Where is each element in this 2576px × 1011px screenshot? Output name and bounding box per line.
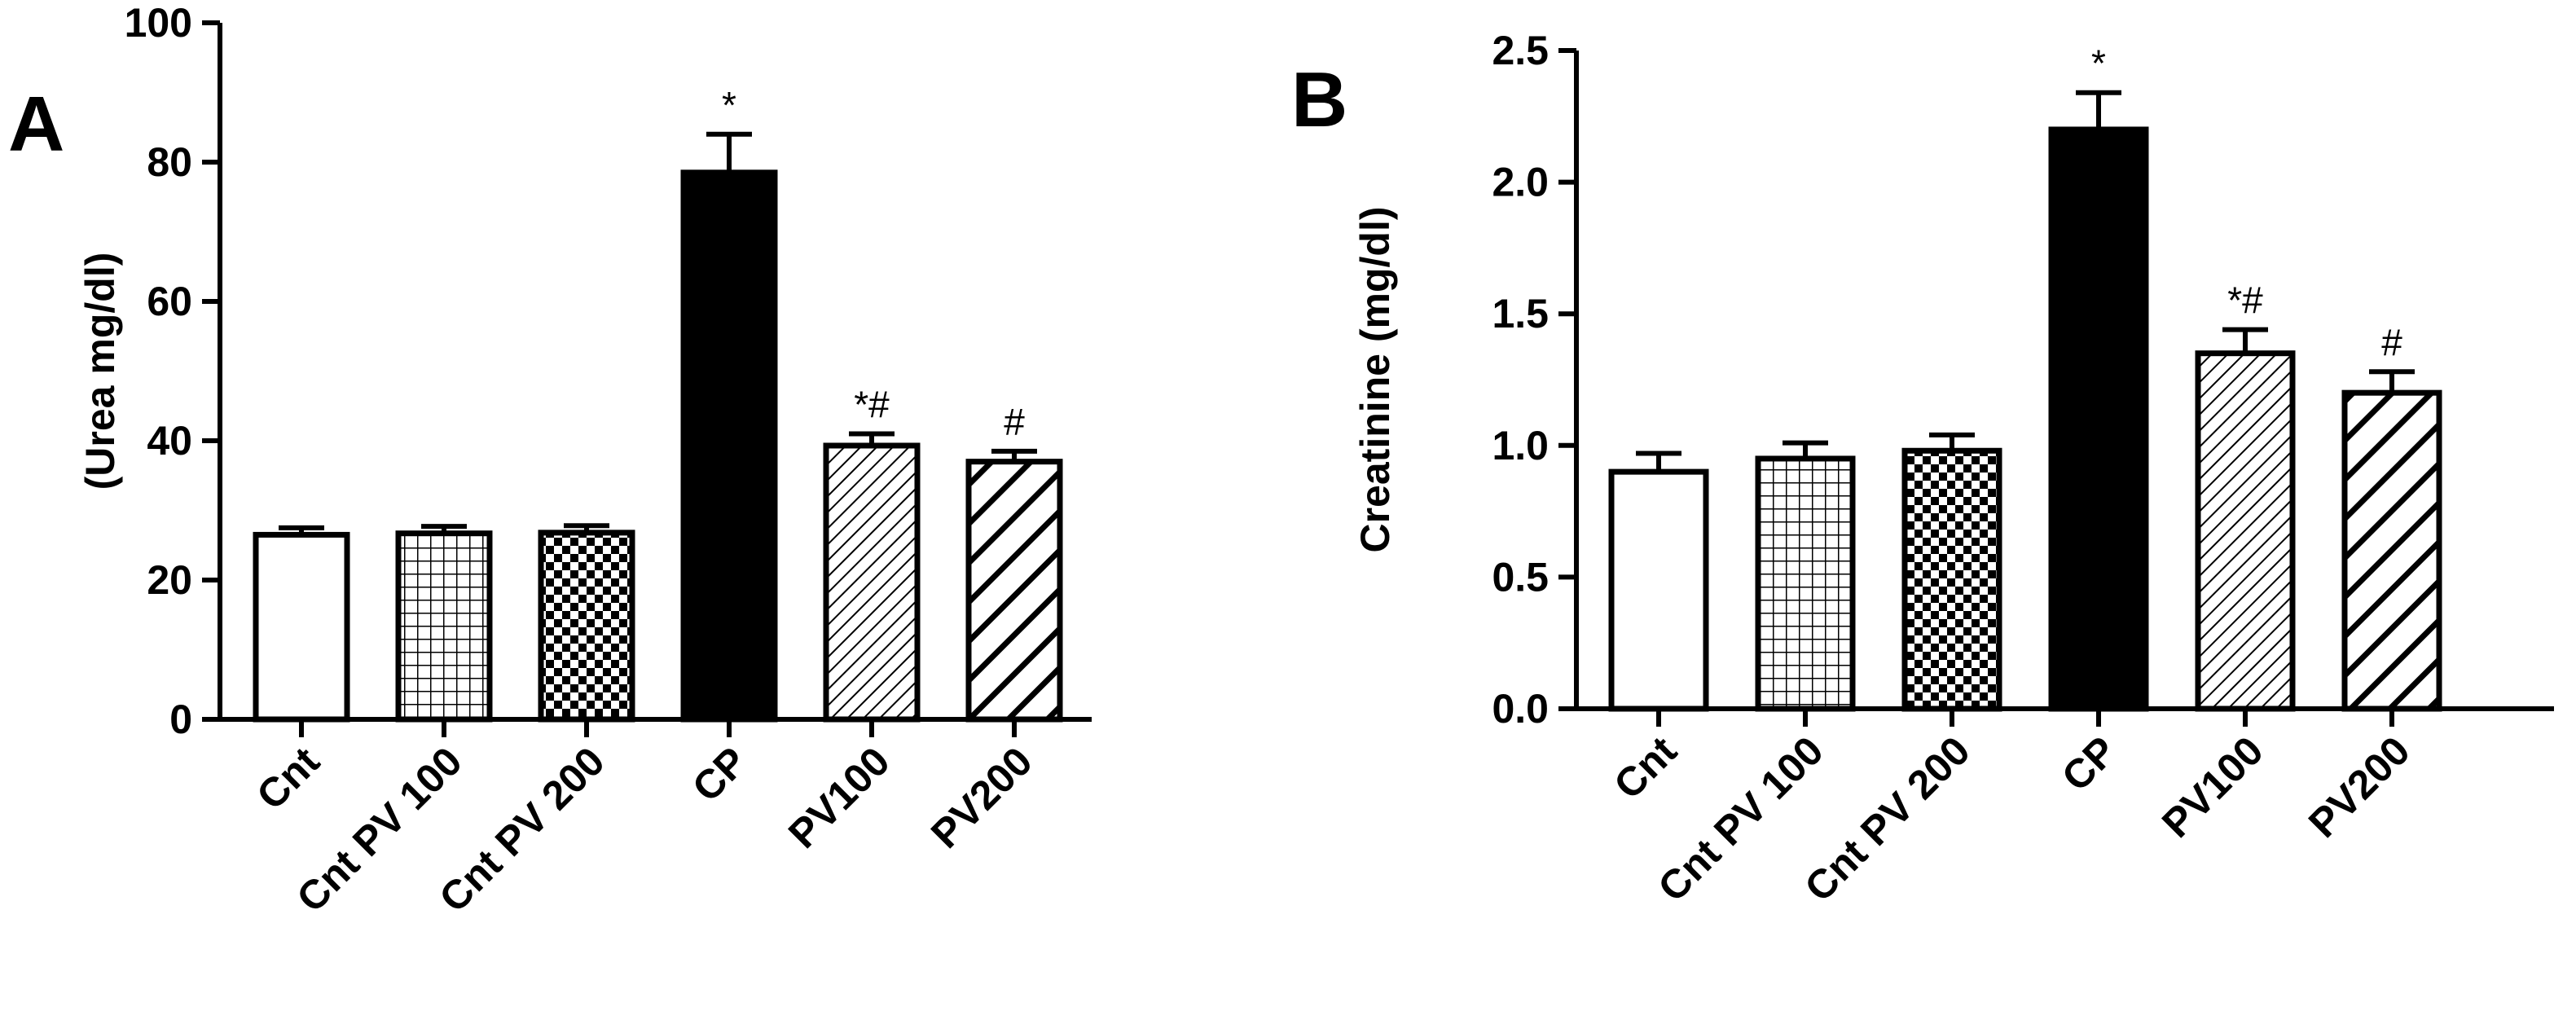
error-bar xyxy=(564,523,609,533)
x-tick-label: PV200 xyxy=(2300,727,2419,846)
bar-pv200 xyxy=(2341,389,2442,712)
error-bar xyxy=(1783,440,1828,459)
x-tick-label: PV200 xyxy=(922,738,1041,857)
y-axis-title: (Urea mg/dl) xyxy=(77,253,123,490)
chart-b-bars xyxy=(1608,90,2442,712)
y-tick-label: 0.0 xyxy=(1492,686,1549,732)
error-bar xyxy=(706,131,752,173)
panel-letter-a: A xyxy=(8,81,64,168)
y-tick-label: 2.5 xyxy=(1492,28,1549,73)
bar-pv100 xyxy=(823,442,921,723)
x-tick-label: CP xyxy=(2053,727,2125,800)
y-tick-label: 80 xyxy=(147,139,192,185)
bar-cp xyxy=(680,169,778,723)
y-tick-label: 0.5 xyxy=(1492,554,1549,600)
error-bar xyxy=(2076,90,2121,130)
bar-cnt xyxy=(253,531,350,723)
y-tick-label: 60 xyxy=(147,279,192,324)
y-tick-label: 0 xyxy=(169,697,192,742)
bar-cnt-pv-100 xyxy=(395,530,493,723)
chart-a-bars xyxy=(253,131,1063,723)
bar-cp xyxy=(2048,126,2149,712)
bar-cnt-pv-200 xyxy=(1901,447,2002,712)
x-tick-label: Cnt xyxy=(1605,727,1686,808)
y-tick-label: 20 xyxy=(147,557,192,603)
bar-cnt xyxy=(1608,468,1709,712)
bar-cnt-pv-200 xyxy=(538,530,635,723)
y-tick-label: 2.0 xyxy=(1492,160,1549,205)
x-tick-label: PV100 xyxy=(780,738,899,857)
panel-letter-b: B xyxy=(1291,56,1347,143)
significance-label: # xyxy=(2381,321,2402,363)
error-bar xyxy=(1636,451,1681,473)
y-tick-label: 40 xyxy=(147,418,192,464)
significance-label: * xyxy=(722,84,736,126)
error-bar xyxy=(991,448,1037,462)
error-bar xyxy=(2222,327,2268,354)
y-tick-label: 1.0 xyxy=(1492,423,1549,468)
y-tick-label: 100 xyxy=(125,0,192,46)
bar-cnt-pv-100 xyxy=(1755,455,1856,712)
chart-b-axes xyxy=(1558,48,2554,727)
error-bar xyxy=(421,524,467,534)
y-axis-title: Creatinine (mg/dl) xyxy=(1352,206,1398,552)
error-bar xyxy=(849,431,895,446)
error-bar xyxy=(1929,432,1975,451)
x-tick-label: PV100 xyxy=(2153,727,2272,846)
x-tick-label: CP xyxy=(684,738,756,811)
significance-label: *# xyxy=(2227,279,2263,322)
bar-pv100 xyxy=(2195,350,2296,712)
error-bar xyxy=(2369,369,2415,393)
x-tick-label: Cnt xyxy=(248,738,328,819)
error-bar xyxy=(279,525,324,535)
y-tick-label: 1.5 xyxy=(1492,291,1549,336)
significance-label: # xyxy=(1004,401,1025,443)
bar-pv200 xyxy=(965,459,1063,723)
chart-a-axes xyxy=(202,20,1092,737)
significance-label: *# xyxy=(854,383,890,425)
significance-label: * xyxy=(2091,42,2106,85)
